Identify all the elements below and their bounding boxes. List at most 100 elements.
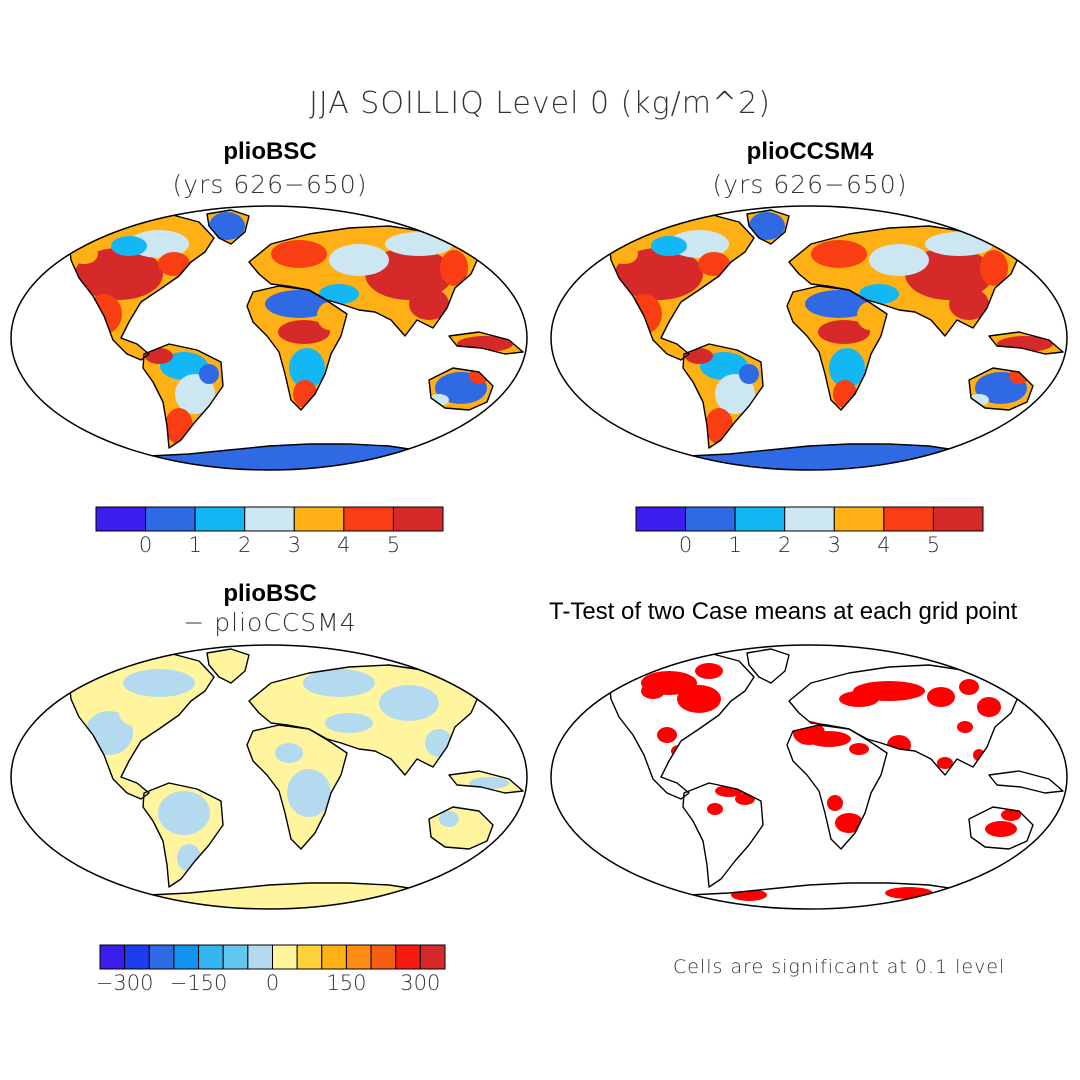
colorbar-tick-label: 2 <box>238 533 252 557</box>
significant-cell <box>927 687 955 707</box>
coastline-samerica <box>142 343 224 449</box>
panel-title-plioBSC: plioBSC <box>223 138 317 165</box>
colorbar-swatch <box>296 944 323 970</box>
coastline-australia <box>428 367 494 411</box>
map-boundary <box>10 205 528 471</box>
coastline-indonesia <box>988 770 1064 794</box>
significant-cell <box>677 685 721 713</box>
colorbar-swatch <box>370 944 397 970</box>
land-australia <box>429 807 493 849</box>
land-indonesia <box>965 771 1063 900</box>
coastline-antarctica <box>108 882 460 909</box>
colorbar-tick-label: 1 <box>728 533 742 557</box>
map-boundary <box>550 205 1068 471</box>
coastline-indonesia <box>448 331 524 355</box>
colorbar-difference <box>99 944 446 970</box>
significant-cell <box>965 890 993 900</box>
colorbar-tick-label: 0 <box>265 971 280 995</box>
significant-cell <box>965 890 993 900</box>
coastline-namerica <box>68 652 215 800</box>
coastline-africa <box>246 285 348 411</box>
panel-title-difference: plioBSC <box>223 580 317 607</box>
significant-cell <box>657 727 677 743</box>
figure-title: JJA SOILLIQ Level 0 (kg/m^2) <box>309 86 771 121</box>
land-indonesia <box>449 771 523 793</box>
coastline-australia <box>428 806 494 850</box>
significant-cell <box>965 890 993 900</box>
significant-cell <box>965 890 993 900</box>
colorbar-swatch <box>293 506 345 532</box>
significant-cell <box>885 887 933 899</box>
significant-cell <box>959 679 979 695</box>
colorbar-swatch <box>392 506 444 532</box>
colorbar-tick-label: 2 <box>778 533 792 557</box>
coastline-samerica <box>682 782 764 888</box>
significant-cell <box>707 803 723 815</box>
significant-cell <box>807 731 851 747</box>
colorbar-tick-label: 0 <box>678 533 693 557</box>
significant-cell <box>965 890 993 900</box>
colorbar-tick-label: 4 <box>877 533 891 557</box>
colorbar-swatch <box>247 944 274 970</box>
coastline-greenland <box>206 648 250 684</box>
significance-note: Cells are significant at 0.1 level <box>673 956 1006 978</box>
map-boundary <box>10 644 528 910</box>
coastline-samerica <box>142 782 224 888</box>
significant-cell <box>849 743 869 755</box>
significant-cell <box>957 721 973 733</box>
colorbar-absolute-right <box>635 506 984 532</box>
coastline-namerica <box>68 213 215 361</box>
map-ttest <box>550 644 1068 910</box>
colorbar-tick-label: −300 <box>95 971 154 995</box>
land-samerica <box>143 783 223 887</box>
significant-cell <box>827 795 843 811</box>
map-boundary <box>550 644 1068 910</box>
colorbar-swatch <box>734 506 786 532</box>
panel-subtitle-plioCCSM4: (yrs 626−650) <box>712 170 908 199</box>
colorbar-swatch <box>95 506 147 532</box>
coastline-greenland <box>746 648 790 684</box>
colorbar-swatch <box>784 506 835 532</box>
colorbar-tick-label: 150 <box>326 971 367 995</box>
colorbar-absolute-left <box>95 506 444 532</box>
land-samerica <box>683 344 763 448</box>
significant-cell <box>977 697 1001 717</box>
colorbar-tick-label: 4 <box>337 533 351 557</box>
coastline-africa <box>786 285 888 411</box>
coastline-antarctica <box>108 443 460 470</box>
colorbar-swatch <box>222 944 249 970</box>
land-eurasia <box>249 226 479 336</box>
colorbar-tick-label: 3 <box>827 533 841 557</box>
significant-cell <box>695 663 723 679</box>
colorbar-swatch <box>124 944 150 970</box>
coastline-australia <box>968 367 1034 411</box>
land-australia <box>429 368 493 410</box>
significant-cell <box>937 757 953 769</box>
coastline-antarctica <box>648 443 1000 470</box>
colorbar-swatch <box>395 944 421 970</box>
colorbar-swatch <box>635 506 687 532</box>
panel-subtitle-plioBSC: (yrs 626−650) <box>172 170 368 199</box>
colorbar-swatch <box>345 944 372 970</box>
coastline-africa <box>246 724 348 850</box>
colorbar-swatch <box>194 506 246 532</box>
map-plioBSC <box>10 205 528 471</box>
significant-cell <box>985 821 1017 837</box>
colorbar-tick-label: 0 <box>138 533 153 557</box>
land-namerica <box>69 214 214 360</box>
colorbar-swatch <box>685 506 736 532</box>
coastline-greenland <box>206 209 250 245</box>
map-difference <box>10 644 528 910</box>
colorbar-swatch <box>99 944 126 970</box>
significant-cell <box>641 683 665 699</box>
significant-cell <box>1001 809 1021 821</box>
colorbar-swatch <box>145 506 196 532</box>
colorbar-swatch <box>198 944 224 970</box>
coastline-australia <box>968 806 1034 850</box>
coastline-antarctica <box>648 882 1000 909</box>
significant-cell <box>965 890 993 900</box>
significant-cell <box>965 890 993 900</box>
colorbar-tick-label: 3 <box>287 533 301 557</box>
panel-title-ttest: T-Test of two Case means at each grid po… <box>549 598 1018 625</box>
coastline-indonesia <box>448 770 524 794</box>
